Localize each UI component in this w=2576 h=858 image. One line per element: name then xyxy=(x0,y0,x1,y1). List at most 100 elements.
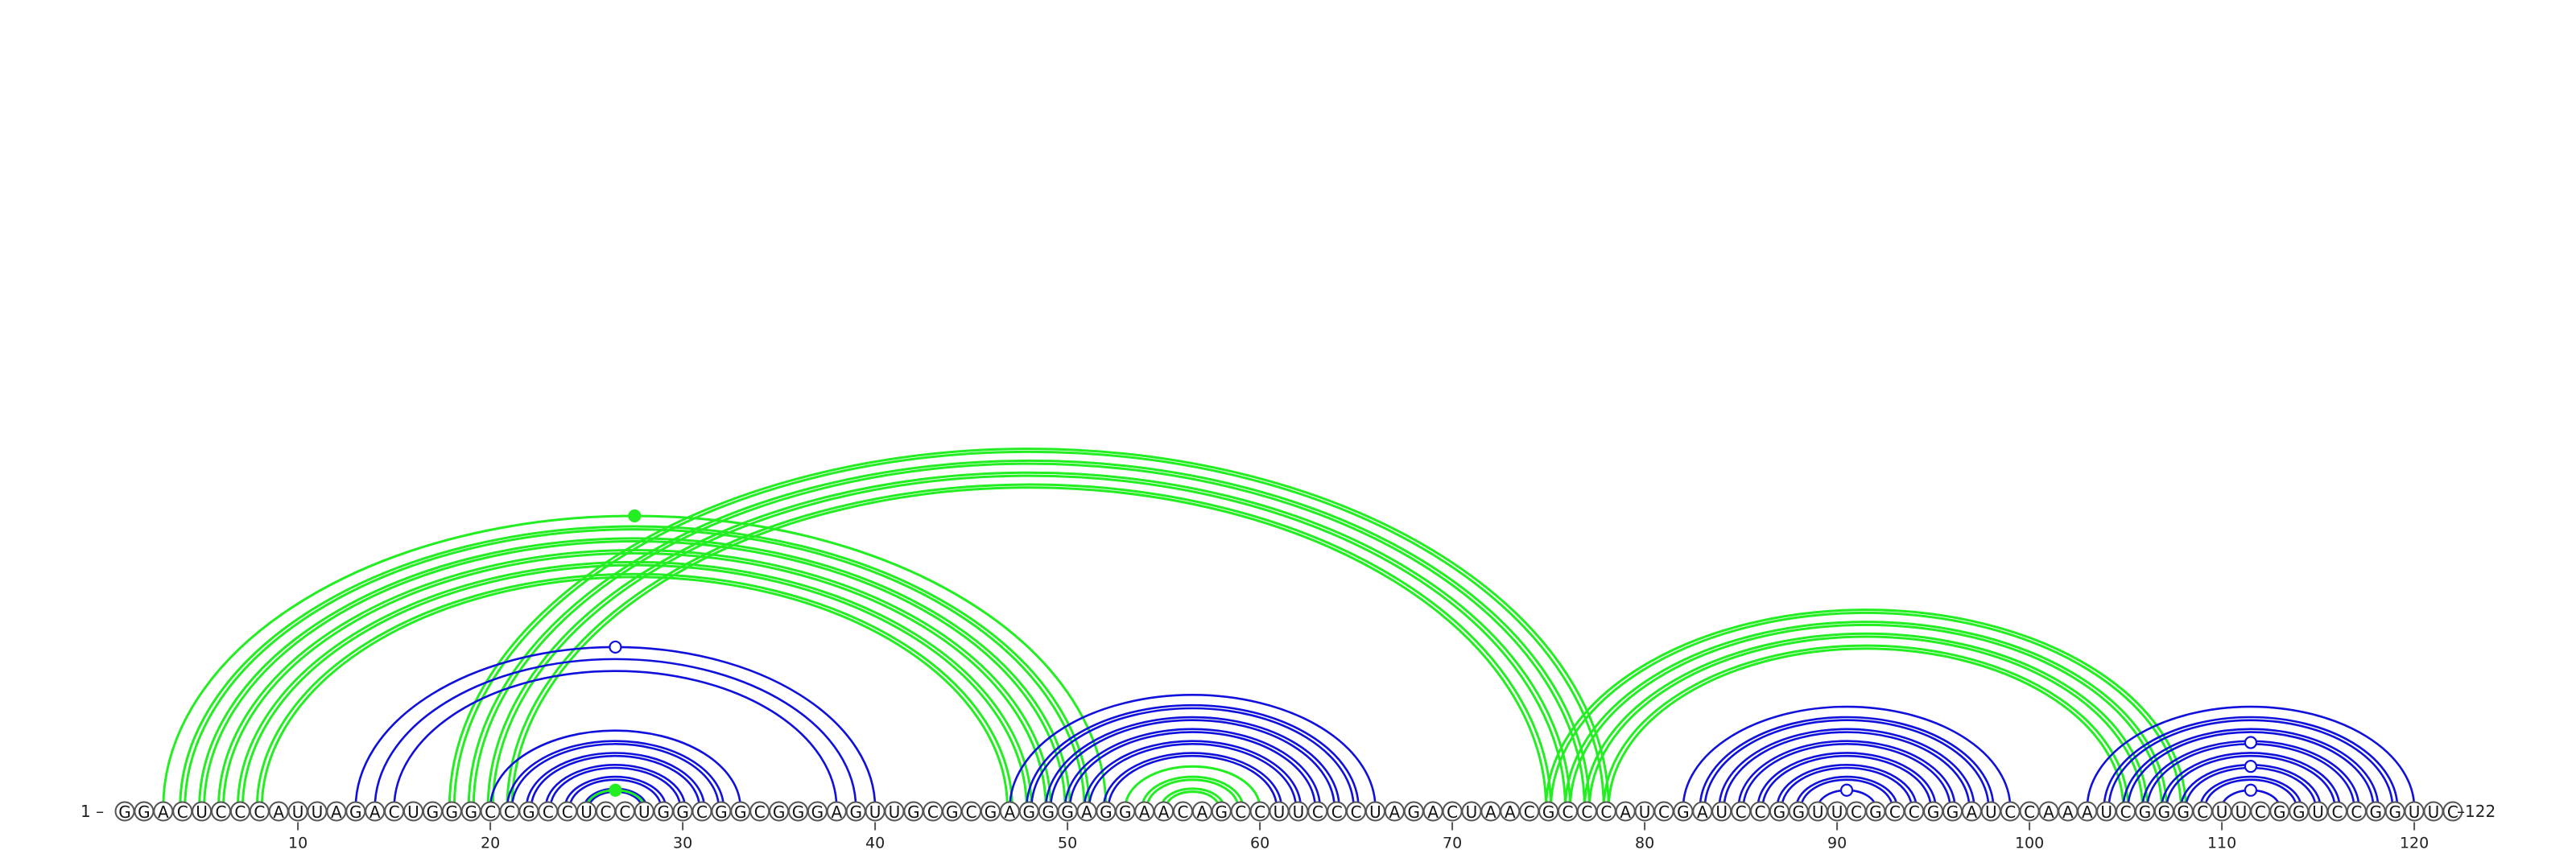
tick-label: 110 xyxy=(2207,835,2236,852)
arc-14-39 xyxy=(374,658,857,809)
nucleotide-letter: C xyxy=(1600,802,1612,822)
nucleotide-55: A xyxy=(1154,801,1174,822)
nucleotide-letter: G xyxy=(792,802,805,822)
nucleotide-69: A xyxy=(1422,801,1443,822)
arc-78-105 xyxy=(1607,647,2125,809)
nucleotide-107: G xyxy=(2153,801,2174,822)
nucleotide-61: U xyxy=(1269,801,1290,822)
nucleotide-letter: G xyxy=(2178,802,2190,822)
nucleotide-106: G xyxy=(2135,801,2155,822)
nucleotide-30: G xyxy=(672,801,693,822)
nucleotide-letter: C xyxy=(1351,802,1362,822)
arc-48-65 xyxy=(1030,707,1355,809)
tick-60: 60 xyxy=(1250,822,1269,852)
nucleotide-18: G xyxy=(441,801,462,822)
tick-30: 30 xyxy=(673,822,692,852)
arc-5-50 xyxy=(198,537,1071,809)
nucleotide-51: A xyxy=(1076,801,1097,822)
nucleotide-letter: U xyxy=(2312,802,2324,822)
nucleotide-letter: G xyxy=(715,802,728,822)
nucleotide-letter: A xyxy=(1697,802,1708,822)
nucleotide-122: C xyxy=(2442,801,2463,822)
nucleotide-letter: C xyxy=(254,802,265,822)
nucleotide-letter: C xyxy=(562,802,573,822)
nucleotide-103: A xyxy=(2077,801,2098,822)
arc-5-50 xyxy=(203,539,1067,809)
nucleotide-letter: C xyxy=(966,802,977,822)
arc-55-58 xyxy=(1160,787,1225,809)
arc-47-66 xyxy=(1009,693,1377,809)
nucleotide-89: U xyxy=(1807,801,1828,822)
nucleotide-56: C xyxy=(1173,801,1193,822)
nucleotide-24: C xyxy=(557,801,578,822)
arc-85-96 xyxy=(1737,740,1956,809)
arc-105-118 xyxy=(2122,728,2380,809)
nucleotide-23: C xyxy=(538,801,559,822)
nucleotide-20: C xyxy=(480,801,501,822)
tick-20: 20 xyxy=(481,822,500,852)
arc-83-98 xyxy=(1703,719,1990,809)
nucleotide-39: G xyxy=(845,801,866,822)
nucleotide-58: G xyxy=(1211,801,1232,822)
nucleotide-letter: U xyxy=(292,802,304,822)
tick-label: 30 xyxy=(673,835,692,852)
nucleotide-48: G xyxy=(1018,801,1039,822)
nucleotide-letter: C xyxy=(1889,802,1901,822)
nucleotide-108: G xyxy=(2173,801,2194,822)
nucleotide-66: U xyxy=(1365,801,1385,822)
arc-104-119 xyxy=(2103,716,2399,809)
nucleotide-letter: G xyxy=(1869,802,1882,822)
nucleotide-15: C xyxy=(384,801,405,822)
arc-marker-3-52 xyxy=(628,509,642,523)
arc-51-62 xyxy=(1083,740,1302,809)
nucleotide-letter: C xyxy=(2255,802,2266,822)
nucleotide-75: G xyxy=(1538,801,1559,822)
nucleotide-letter: A xyxy=(1485,802,1496,822)
nucleotide-letter: U xyxy=(638,802,650,822)
nucleotide-letter: C xyxy=(1312,802,1323,822)
nucleotide-49: G xyxy=(1038,801,1059,822)
nucleotide-letter: G xyxy=(907,802,920,822)
nucleotide-31: C xyxy=(691,801,712,822)
nucleotide-letter: A xyxy=(1158,802,1170,822)
nucleotide-120: U xyxy=(2404,801,2425,822)
nucleotide-73: A xyxy=(1500,801,1521,822)
nucleotide-letter: A xyxy=(2062,802,2074,822)
arc-83-98 xyxy=(1699,716,1995,809)
arc-84-97 xyxy=(1723,731,1971,809)
nucleotide-letter: G xyxy=(773,802,786,822)
arc-8-47 xyxy=(255,572,1013,809)
arc-24-29 xyxy=(568,778,663,809)
nucleotide-78: C xyxy=(1596,801,1616,822)
arc-20-33 xyxy=(489,729,742,809)
nucleotide-44: G xyxy=(942,801,963,822)
arc-22-31 xyxy=(525,752,706,809)
arc-52-61 xyxy=(1102,752,1283,809)
arc-82-99 xyxy=(1682,705,2012,809)
nucleotide-27: C xyxy=(614,801,635,822)
arc-85-96 xyxy=(1742,743,1951,809)
nucleotide-102: A xyxy=(2058,801,2079,822)
nucleotide-22: G xyxy=(518,801,539,822)
nucleotide-letter: G xyxy=(1119,802,1132,822)
nucleotide-letter: C xyxy=(2120,802,2132,822)
arc-19-77 xyxy=(467,459,1591,809)
nucleotide-letter: G xyxy=(138,802,151,822)
nucleotide-letter: C xyxy=(1851,802,1862,822)
arc-77-106 xyxy=(1587,635,2144,809)
arc-22-31 xyxy=(530,754,701,809)
tick-label: 60 xyxy=(1250,835,1269,852)
nucleotide-6: C xyxy=(211,801,231,822)
start-label: 1 – xyxy=(80,802,104,821)
tick-40: 40 xyxy=(865,822,885,852)
nucleotide-letter: A xyxy=(331,802,342,822)
nucleotide-letter: A xyxy=(1389,802,1401,822)
nucleotide-letter: C xyxy=(1563,802,1574,822)
nucleotide-109: C xyxy=(2192,801,2213,822)
arc-23-30 xyxy=(549,766,682,809)
nucleotide-letter: G xyxy=(2370,802,2383,822)
arc-marker-106-117 xyxy=(2244,736,2258,749)
arc-104-119 xyxy=(2107,719,2394,809)
arc-marker-89-92 xyxy=(1839,783,1854,797)
arc-marker-110-113 xyxy=(2244,783,2258,797)
